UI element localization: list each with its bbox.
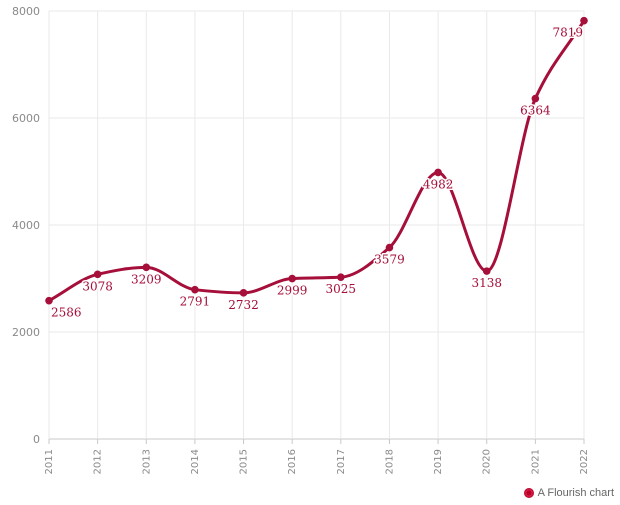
data-point — [288, 274, 296, 283]
x-tick-label: 2014 — [190, 449, 201, 474]
data-point — [93, 270, 102, 279]
flourish-logo-icon — [523, 488, 534, 498]
series-line — [47, 19, 586, 303]
data-label: 6364 — [520, 104, 551, 118]
x-tick-label: 2021 — [530, 449, 541, 474]
x-tick-label: 2019 — [433, 449, 444, 474]
data-label: 2791 — [180, 295, 211, 309]
data-label: 3025 — [326, 282, 357, 296]
y-tick-label: 0 — [33, 433, 40, 446]
data-label: 2999 — [277, 284, 308, 298]
data-label: 4982 — [423, 177, 454, 191]
data-label: 3078 — [82, 279, 113, 293]
data-point — [239, 289, 248, 297]
x-tick-label: 2012 — [93, 449, 104, 474]
data-point — [531, 94, 540, 103]
data-label: 2732 — [228, 298, 259, 312]
x-tick-label: 2013 — [141, 449, 152, 474]
data-label: 7819 — [552, 26, 583, 40]
data-point — [191, 285, 199, 294]
gridlines — [48, 10, 585, 440]
y-tick-label: 4000 — [12, 219, 40, 232]
x-tick-label: 2022 — [579, 449, 590, 474]
data-label: 3579 — [374, 253, 405, 267]
x-tick-label: 2011 — [44, 449, 55, 474]
x-axis: 2011 2012 2013 2014 2015 2016 2017 2018 2019 2020… — [44, 439, 590, 474]
data-point — [385, 243, 394, 252]
data-point — [580, 16, 588, 25]
data-points — [45, 16, 588, 305]
y-tick-label: 6000 — [12, 112, 40, 125]
data-label: 3138 — [471, 276, 502, 290]
x-tick-label: 2018 — [384, 449, 395, 474]
data-point — [434, 168, 442, 177]
data-point — [45, 296, 53, 305]
credit-label: A Flourish chart — [537, 487, 614, 499]
x-tick-label: 2016 — [287, 449, 298, 474]
y-tick-label: 2000 — [12, 326, 40, 339]
x-tick-label: 2015 — [239, 449, 250, 474]
x-tick-label: 2020 — [482, 449, 493, 474]
data-point — [142, 263, 151, 272]
flourish-credit-link[interactable]: A Flourish chart — [523, 487, 614, 499]
data-label: 2586 — [51, 306, 82, 320]
y-axis: 0 2000 4000 6000 8000 — [12, 5, 40, 446]
y-tick-label: 8000 — [12, 5, 40, 18]
data-label: 3209 — [131, 272, 162, 286]
data-point — [482, 267, 491, 275]
data-point — [337, 273, 345, 281]
x-tick-label: 2017 — [336, 449, 347, 474]
